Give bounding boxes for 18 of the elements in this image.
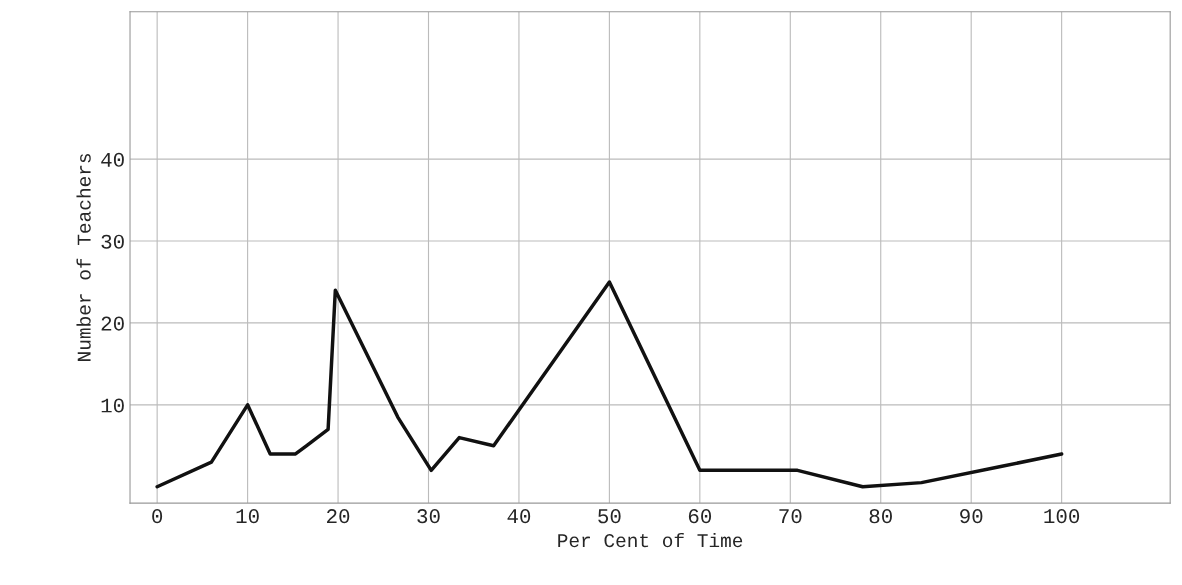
x-tick-label: 30 (417, 509, 440, 524)
x-tick-label: 40 (507, 509, 531, 524)
y-axis-title: Number of Teachers (76, 154, 91, 361)
y-tick-label: 20 (101, 316, 124, 331)
x-tick-label: 50 (598, 509, 621, 524)
y-tick-label: 30 (101, 234, 124, 249)
y-tick-label: 10 (101, 398, 124, 413)
x-tick-label: 0 (152, 509, 163, 524)
x-tick-label: 10 (236, 509, 259, 524)
x-tick-label: 70 (779, 509, 802, 524)
x-axis-title: Per Cent of Time (558, 532, 743, 548)
x-tick-label: 100 (1044, 509, 1080, 524)
line-series (155, 280, 1064, 489)
x-tick-label: 90 (960, 509, 983, 524)
x-tick-label: 60 (688, 509, 712, 524)
y-tick-label: 40 (101, 152, 124, 167)
x-tick-label: 20 (327, 509, 350, 524)
x-tick-label: 80 (869, 509, 892, 524)
